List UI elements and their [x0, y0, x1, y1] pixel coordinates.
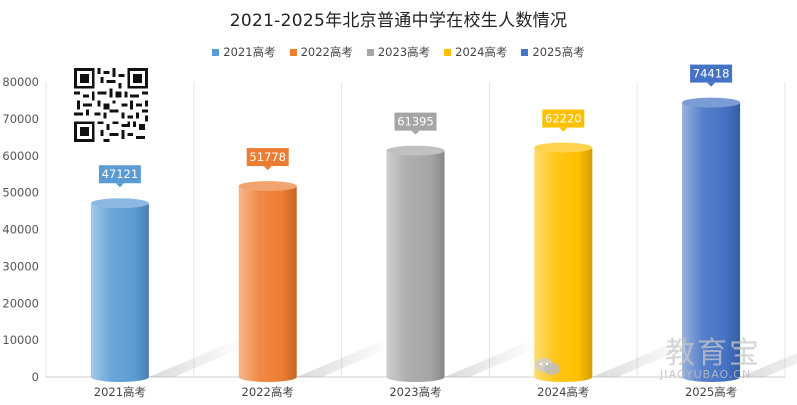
bar-shadow — [592, 337, 688, 377]
data-label-pointer — [707, 82, 716, 87]
bar — [534, 147, 593, 382]
data-label: 74418 — [693, 67, 730, 81]
qr-code-icon — [73, 68, 149, 142]
legend-item: 2025高考 — [521, 44, 585, 60]
data-label-box — [690, 64, 733, 83]
legend-label: 2021高考 — [223, 45, 276, 59]
y-tick-label: 60000 — [2, 149, 39, 163]
legend-item: 2021高考 — [212, 44, 276, 60]
bar — [90, 203, 149, 382]
data-label-pointer — [115, 183, 124, 188]
x-tick-label: 2023高考 — [389, 385, 441, 399]
bar-shadow — [740, 353, 797, 377]
bar — [238, 186, 297, 382]
data-label-box — [246, 148, 289, 167]
watermark-site: JIAOYUBAO.CN — [660, 368, 752, 381]
legend-item: 2022高考 — [289, 44, 353, 60]
chart-legend: 2021高考 2022高考 2023高考 2024高考 2025高考 — [0, 44, 797, 60]
data-label-pointer — [263, 166, 272, 171]
legend-item: 2024高考 — [444, 44, 507, 60]
legend-label: 2024高考 — [455, 45, 508, 59]
legend-swatch — [212, 48, 220, 56]
bar-shadow — [444, 337, 540, 377]
bar-top — [386, 145, 445, 156]
legend-swatch — [521, 48, 529, 56]
data-label-box — [98, 165, 141, 184]
x-tick-label: 2022高考 — [242, 385, 294, 399]
bar — [386, 150, 445, 382]
chart-title: 2021-2025年北京普通中学在校生人数情况 — [229, 11, 568, 31]
bar-top — [534, 142, 593, 153]
x-tick-label: 2025高考 — [685, 385, 737, 399]
legend-item: 2023高考 — [366, 44, 431, 60]
bar — [682, 102, 741, 383]
data-label: 51778 — [249, 150, 286, 164]
watermark-brand: 教育宝 — [665, 336, 761, 371]
bar-top — [238, 181, 297, 192]
legend-label: 2023高考 — [377, 45, 431, 59]
legend-label: 2025高考 — [532, 45, 585, 59]
y-tick-label: 80000 — [2, 75, 39, 89]
bar-top — [682, 97, 741, 108]
legend-label: 2022高考 — [300, 45, 353, 59]
wechat-icon — [535, 358, 560, 375]
y-tick-label: 30000 — [2, 259, 39, 273]
data-label-box — [394, 112, 437, 131]
y-tick-label: 0 — [32, 370, 39, 384]
data-label-box — [542, 109, 585, 128]
legend-swatch — [289, 48, 297, 56]
y-tick-label: 10000 — [2, 333, 39, 347]
data-label: 47121 — [102, 167, 139, 181]
bar-shadow — [296, 337, 392, 377]
legend-swatch — [366, 48, 374, 56]
bar-shadow — [148, 337, 244, 377]
bar-top — [90, 198, 149, 209]
y-tick-label: 70000 — [2, 112, 39, 126]
data-label: 62220 — [545, 112, 582, 126]
x-tick-label: 2024高考 — [537, 385, 589, 399]
data-label-pointer — [411, 130, 420, 135]
y-tick-label: 40000 — [2, 223, 39, 237]
legend-swatch — [444, 48, 452, 56]
x-tick-label: 2021高考 — [94, 385, 146, 399]
data-label: 61395 — [397, 115, 434, 129]
y-tick-label: 50000 — [2, 186, 39, 200]
y-tick-label: 20000 — [2, 296, 39, 310]
data-label-pointer — [559, 127, 568, 132]
